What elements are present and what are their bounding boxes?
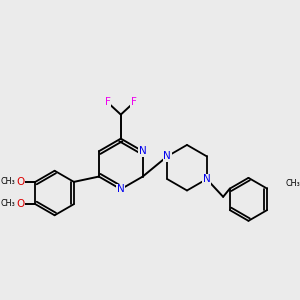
Text: O: O bbox=[16, 199, 24, 209]
Text: N: N bbox=[203, 174, 211, 184]
Text: N: N bbox=[139, 146, 147, 156]
Text: O: O bbox=[16, 177, 24, 187]
Text: F: F bbox=[105, 98, 111, 107]
Text: N: N bbox=[117, 184, 125, 194]
Text: CH₃: CH₃ bbox=[1, 177, 16, 186]
Text: F: F bbox=[131, 98, 137, 107]
Text: N: N bbox=[164, 151, 171, 161]
Text: CH₃: CH₃ bbox=[285, 179, 300, 188]
Text: CH₃: CH₃ bbox=[1, 199, 16, 208]
